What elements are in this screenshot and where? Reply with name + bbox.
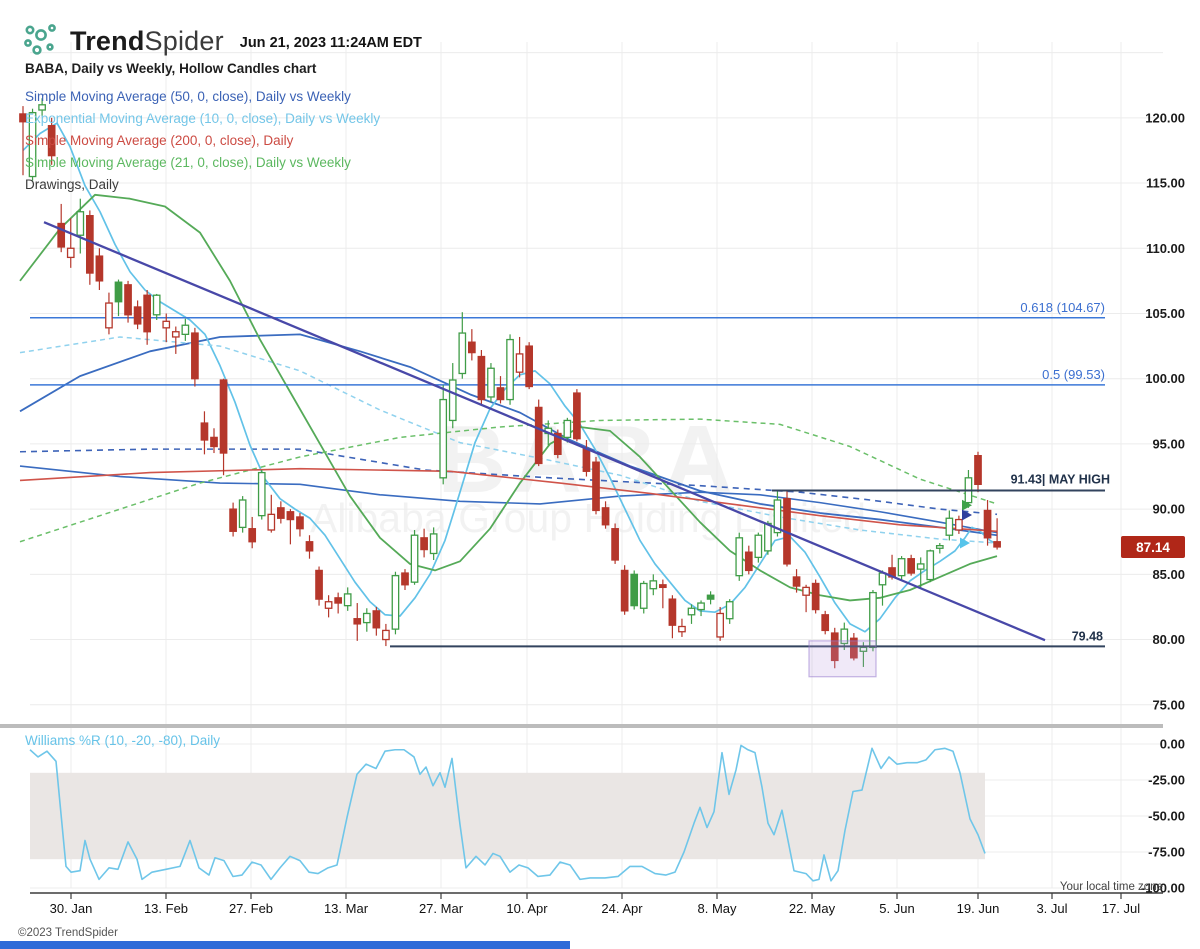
svg-text:22. May: 22. May bbox=[789, 901, 836, 916]
svg-text:79.48: 79.48 bbox=[1072, 629, 1103, 643]
brand-wordmark: TrendSpider bbox=[70, 26, 224, 57]
svg-text:3. Jul: 3. Jul bbox=[1036, 901, 1067, 916]
candles bbox=[19, 98, 1001, 669]
fib-levels: 0.618 (104.67) 0.5 (99.53) bbox=[30, 300, 1105, 386]
svg-text:24. Apr: 24. Apr bbox=[601, 901, 643, 916]
svg-text:-75.00: -75.00 bbox=[1148, 845, 1185, 860]
williams-r-label[interactable]: Williams %R (10, -20, -80), Daily bbox=[25, 733, 221, 748]
svg-text:13. Feb: 13. Feb bbox=[144, 901, 188, 916]
svg-text:0.00: 0.00 bbox=[1160, 737, 1185, 752]
legend-sma50[interactable]: Simple Moving Average (50, 0, close), Da… bbox=[25, 89, 351, 104]
last-price-badge: 87.14 bbox=[1121, 536, 1185, 558]
gridlines bbox=[30, 42, 1163, 889]
svg-text:80.00: 80.00 bbox=[1152, 632, 1185, 647]
drawing-annotations: 91.43| MAY HIGH 79.48 bbox=[43, 221, 1110, 678]
svg-text:105.00: 105.00 bbox=[1145, 306, 1185, 321]
legend-sma200[interactable]: Simple Moving Average (200, 0, close), D… bbox=[25, 133, 294, 148]
svg-text:90.00: 90.00 bbox=[1152, 502, 1185, 517]
svg-text:120.00: 120.00 bbox=[1145, 110, 1185, 125]
legend-ema10[interactable]: Exponential Moving Average (10, 0, close… bbox=[25, 111, 381, 126]
legend-drawings[interactable]: Drawings, Daily bbox=[25, 177, 119, 192]
svg-text:27. Feb: 27. Feb bbox=[229, 901, 273, 916]
brand-light: Spider bbox=[144, 25, 224, 56]
chart-timestamp: Jun 21, 2023 11:24AM EDT bbox=[239, 35, 422, 51]
svg-text:0.5 (99.53): 0.5 (99.53) bbox=[1042, 367, 1105, 382]
svg-text:5. Jun: 5. Jun bbox=[879, 901, 914, 916]
legend-sma21[interactable]: Simple Moving Average (21, 0, close), Da… bbox=[25, 155, 351, 170]
svg-text:30. Jan: 30. Jan bbox=[50, 901, 93, 916]
svg-text:19. Jun: 19. Jun bbox=[957, 901, 1000, 916]
svg-text:75.00: 75.00 bbox=[1152, 697, 1185, 712]
svg-text:8. May: 8. May bbox=[697, 901, 737, 916]
copyright-note: ©2023 TrendSpider bbox=[18, 927, 118, 939]
svg-text:115.00: 115.00 bbox=[1146, 176, 1185, 191]
bottom-scrollbar[interactable] bbox=[0, 941, 570, 949]
axes: 30. Jan 13. Feb 27. Feb 13. Mar 27. Mar 10. A… bbox=[0, 110, 1185, 916]
svg-text:95.00: 95.00 bbox=[1152, 436, 1185, 451]
ma-arrow-markers bbox=[960, 499, 972, 549]
svg-text:0.618 (104.67): 0.618 (104.67) bbox=[1020, 300, 1105, 315]
svg-text:10. Apr: 10. Apr bbox=[506, 901, 548, 916]
svg-text:17. Jul: 17. Jul bbox=[1102, 901, 1140, 916]
chart-title: BABA, Daily vs Weekly, Hollow Candles ch… bbox=[25, 61, 317, 76]
timezone-note[interactable]: Your local time zone bbox=[1059, 881, 1163, 893]
app-header: TrendSpider Jun 21, 2023 11:24AM EDT bbox=[22, 22, 422, 60]
svg-text:110.00: 110.00 bbox=[1146, 241, 1185, 256]
svg-text:-100.00: -100.00 bbox=[1141, 881, 1185, 896]
svg-text:100.00: 100.00 bbox=[1145, 371, 1185, 386]
svg-text:-25.00: -25.00 bbox=[1148, 773, 1185, 788]
svg-text:Alibaba Group Holding Limited: Alibaba Group Holding Limited bbox=[310, 495, 866, 541]
svg-text:85.00: 85.00 bbox=[1152, 567, 1185, 582]
brand-bold: Trend bbox=[70, 25, 145, 56]
trendspider-logo-icon bbox=[24, 24, 56, 55]
svg-text:27. Mar: 27. Mar bbox=[419, 901, 464, 916]
svg-text:-50.00: -50.00 bbox=[1148, 809, 1185, 824]
svg-text:91.43| MAY HIGH: 91.43| MAY HIGH bbox=[1011, 472, 1110, 486]
williams-line bbox=[29, 744, 986, 882]
svg-text:13. Mar: 13. Mar bbox=[324, 901, 369, 916]
